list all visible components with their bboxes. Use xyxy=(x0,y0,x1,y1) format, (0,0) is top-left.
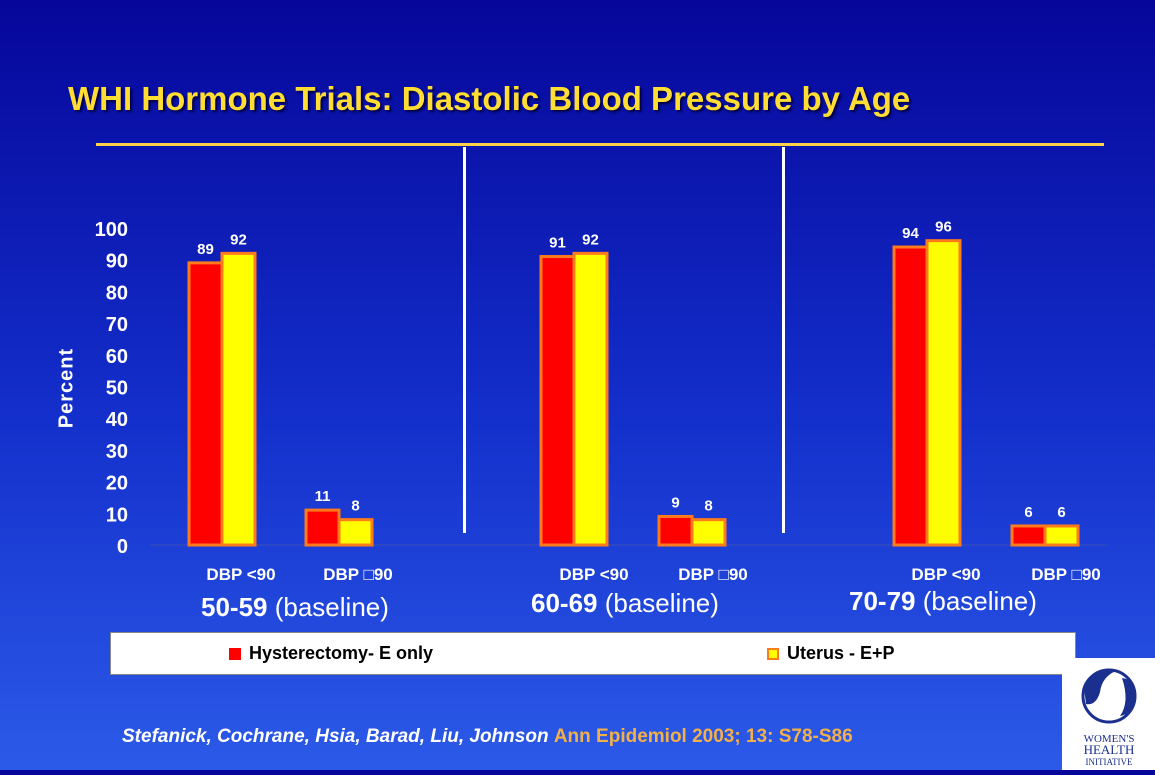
bar-hysterectomy xyxy=(657,514,694,547)
y-tick-label: 80 xyxy=(106,282,128,304)
y-tick-label: 10 xyxy=(106,504,128,526)
legend-label-hysterectomy: Hysterectomy- E only xyxy=(249,643,434,663)
y-tick-label: 100 xyxy=(95,219,128,241)
y-tick-label: 90 xyxy=(106,251,128,273)
y-tick-label: 0 xyxy=(117,536,128,558)
chart-legend: Hysterectomy- E only Uterus - E+P xyxy=(110,632,1076,675)
bar-value-label: 6 xyxy=(1024,504,1032,521)
y-tick-label: 40 xyxy=(106,409,128,431)
bar-uterus xyxy=(337,518,374,547)
x-category-label: DBP □90 xyxy=(1031,565,1101,584)
age-group-label-1: 50-59 (baseline) xyxy=(201,592,389,623)
bar-value-label: 92 xyxy=(582,231,599,248)
x-category-label: DBP <90 xyxy=(911,565,980,584)
legend-swatch-yellow xyxy=(767,647,779,660)
x-category-label: DBP □90 xyxy=(678,565,748,584)
age-group-range-1: 50-59 xyxy=(201,592,268,622)
y-tick-label: 30 xyxy=(106,441,128,463)
y-tick-label: 70 xyxy=(106,314,128,336)
bar-uterus xyxy=(925,239,962,547)
bar-value-label: 94 xyxy=(902,225,919,242)
logo-text-line1: WOMEN'S xyxy=(1084,733,1135,745)
bar-value-label: 92 xyxy=(230,231,247,248)
whi-logo: WOMEN'S HEALTH INITIATIVE xyxy=(1062,658,1155,770)
x-category-label: DBP □90 xyxy=(323,565,393,584)
bar-value-label: 6 xyxy=(1057,504,1065,521)
bar-value-label: 91 xyxy=(549,235,566,252)
slide-title: WHI Hormone Trials: Diastolic Blood Pres… xyxy=(68,80,911,117)
y-tick-label: 20 xyxy=(106,473,128,495)
x-category-label: DBP <90 xyxy=(206,565,275,584)
citation-journal: Ann Epidemiol 2003; 13: S78-S86 xyxy=(553,726,853,747)
bar-uterus xyxy=(690,518,727,547)
y-tick-label: 50 xyxy=(106,378,128,400)
age-group-range-2: 60-69 xyxy=(531,588,598,618)
age-group-range-3: 70-79 xyxy=(849,586,916,616)
age-group-label-2: 60-69 (baseline) xyxy=(531,588,719,619)
bar-uterus xyxy=(1043,524,1080,547)
age-group-label-3: 70-79 (baseline) xyxy=(849,586,1037,617)
group-divider-1 xyxy=(463,147,466,533)
citation-authors: Stefanick, Cochrane, Hsia, Barad, Liu, J… xyxy=(122,726,549,747)
age-group-suffix-3: (baseline) xyxy=(915,586,1037,616)
legend-label-uterus: Uterus - E+P xyxy=(787,643,895,663)
bar-value-label: 89 xyxy=(197,241,214,258)
title-rule xyxy=(96,143,1104,146)
legend-entry-hysterectomy: Hysterectomy- E only xyxy=(229,643,433,664)
bar-hysterectomy xyxy=(187,261,224,547)
bar-value-label: 96 xyxy=(935,219,952,236)
group-divider-2 xyxy=(782,147,785,533)
age-group-suffix-2: (baseline) xyxy=(597,588,719,618)
legend-swatch-red xyxy=(229,647,241,660)
bar-uterus xyxy=(220,251,257,547)
bar-value-label: 8 xyxy=(704,498,712,515)
legend-entry-uterus: Uterus - E+P xyxy=(767,643,895,664)
bar-hysterectomy xyxy=(304,508,341,547)
age-group-suffix-1: (baseline) xyxy=(267,592,389,622)
x-category-label: DBP <90 xyxy=(559,565,628,584)
bar-hysterectomy xyxy=(1010,524,1047,547)
bar-value-label: 11 xyxy=(315,488,331,505)
bar-hysterectomy xyxy=(539,255,576,547)
bar-value-label: 9 xyxy=(671,494,679,511)
bar-value-label: 8 xyxy=(351,498,359,515)
whi-logo-graphic: WOMEN'S HEALTH INITIATIVE xyxy=(1081,668,1137,767)
citation: Stefanick, Cochrane, Hsia, Barad, Liu, J… xyxy=(122,726,853,748)
bar-uterus xyxy=(572,251,609,547)
bar-hysterectomy xyxy=(892,245,929,547)
y-tick-label: 60 xyxy=(106,346,128,368)
logo-text-line2: HEALTH xyxy=(1084,742,1135,757)
logo-text-line3: INITIATIVE xyxy=(1086,757,1133,767)
